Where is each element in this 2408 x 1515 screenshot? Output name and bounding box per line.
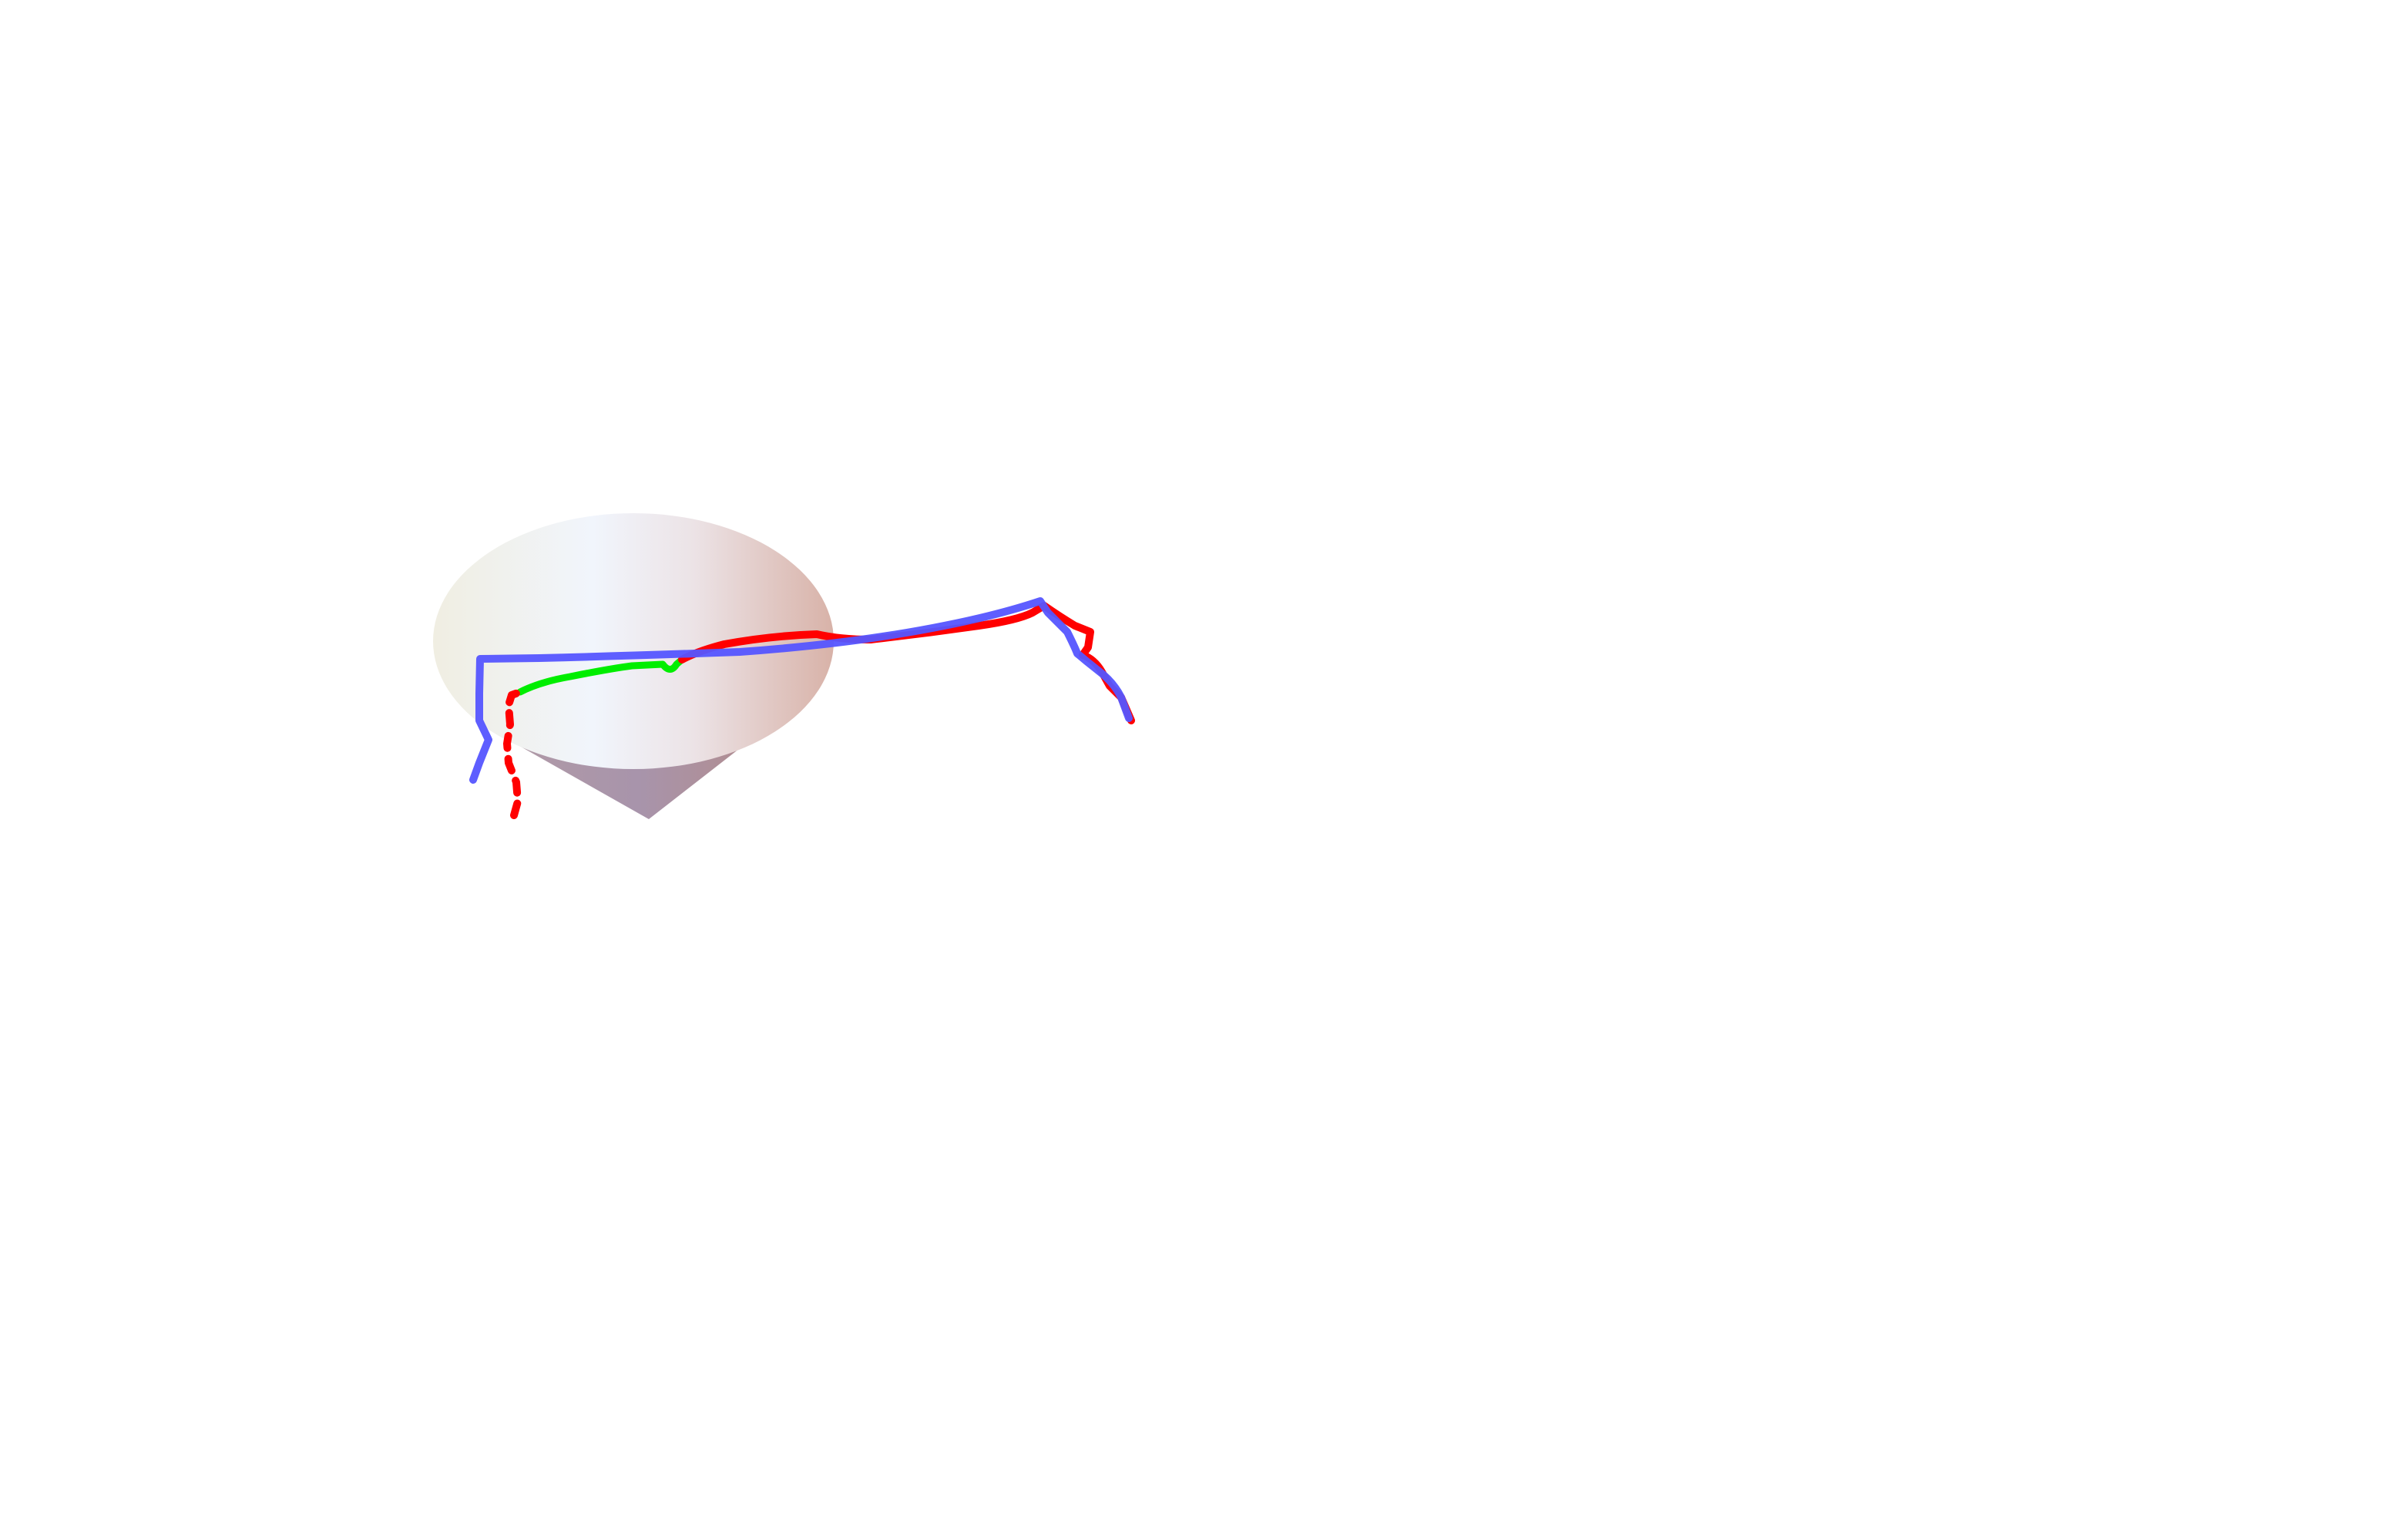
trajectories	[469, 597, 1135, 819]
cone-top-surface	[433, 513, 834, 769]
trajectory-green	[516, 656, 686, 696]
trajectory-red-main	[678, 602, 1135, 724]
trajectory-blue	[469, 597, 1133, 784]
cone-object	[433, 513, 834, 819]
trajectory-red-tail	[503, 688, 524, 819]
